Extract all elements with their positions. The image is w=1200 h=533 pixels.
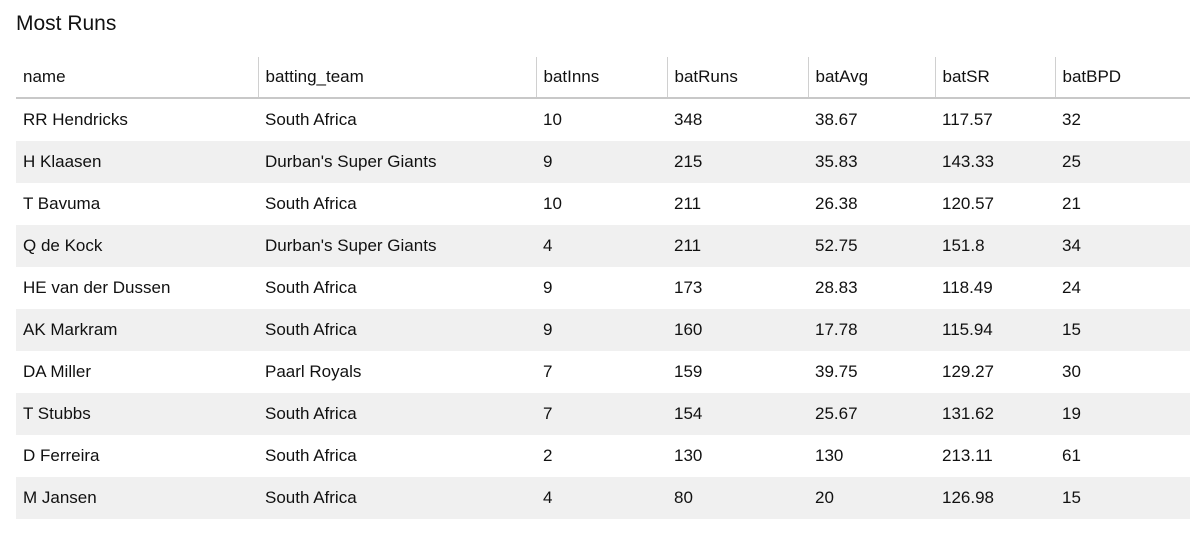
table-cell: 15 [1055, 309, 1190, 351]
table-cell: 9 [543, 278, 553, 297]
table-cell: Durban's Super Giants [258, 141, 536, 183]
table-cell: 10 [543, 110, 562, 129]
column-header: batting_team [257, 57, 536, 99]
table-cell: 25.67 [808, 393, 935, 435]
column-header: batRuns [666, 57, 808, 99]
table-cell: H Klaasen [16, 141, 258, 183]
table-cell: 20 [808, 477, 935, 519]
table-cell: 7 [543, 362, 553, 381]
table-cell: 34 [1055, 225, 1190, 267]
table-row: HE van der Dussen South Africa 9 173 28.83 11… [16, 267, 1190, 309]
column-header: batInns [535, 57, 667, 99]
table-cell: 159 [674, 362, 703, 381]
table-cell: 211 [667, 225, 808, 267]
table-body: RR Hendricks South Africa 10 348 38.67 117.57… [16, 98, 1190, 519]
table-row: T Bavuma South Africa 10 211 26.38 120.57 21 [16, 183, 1190, 225]
table-cell: 15 [1055, 477, 1190, 519]
table-cell: 9 [536, 309, 667, 351]
table-cell: South Africa [265, 110, 357, 129]
column-header: batBPD [1054, 57, 1190, 99]
table-cell: 160 [667, 309, 808, 351]
table-cell: 2 [543, 446, 553, 465]
table-cell: 173 [674, 278, 703, 297]
table-row: M Jansen South Africa 4 80 20 126.98 15 [16, 477, 1190, 519]
table-cell: South Africa [258, 477, 536, 519]
table-cell: Paarl Royals [265, 362, 362, 381]
header-row: name batting_team batInns batRuns batAvg batS… [16, 57, 1190, 99]
table-cell: 30 [1062, 362, 1081, 381]
table-row: T Stubbs South Africa 7 154 25.67 131.62 19 [16, 393, 1190, 435]
table-header: name batting_team batInns batRuns batAvg batS… [16, 57, 1190, 99]
table-cell: 80 [667, 477, 808, 519]
table-cell: 35.83 [808, 141, 935, 183]
table-row: H Klaasen Durban's Super Giants 9 215 35.83 1… [16, 141, 1190, 183]
table-cell: 32 [1062, 110, 1081, 129]
table-cell: HE van der Dussen [23, 278, 171, 297]
table-cell: 129.27 [942, 362, 994, 381]
table-cell: 17.78 [808, 309, 935, 351]
table-cell: 21 [1062, 194, 1081, 213]
table-cell: 38.67 [815, 110, 858, 129]
table-row: AK Markram South Africa 9 160 17.78 115.94 15 [16, 309, 1190, 351]
data-table: name batting_team batInns batRuns batAvg batS… [16, 57, 1190, 519]
table-cell: AK Markram [16, 309, 258, 351]
table-cell: 4 [536, 225, 667, 267]
table-title: Most Runs [16, 12, 117, 35]
table-row: Q de Kock Durban's Super Giants 4 211 52.75 1… [16, 225, 1190, 267]
table-cell: South Africa [265, 194, 357, 213]
table-cell: 19 [1055, 393, 1190, 435]
table-cell: South Africa [258, 309, 536, 351]
table-cell: 143.33 [935, 141, 1055, 183]
table-cell: 213.11 [942, 446, 993, 465]
table-cell: South Africa [265, 446, 357, 465]
table-cell: T Bavuma [23, 194, 101, 213]
table-cell: 115.94 [935, 309, 1055, 351]
column-header: batAvg [807, 57, 935, 99]
table-cell: 151.8 [935, 225, 1055, 267]
table-cell: M Jansen [16, 477, 258, 519]
table-cell: D Ferreira [23, 446, 100, 465]
table-cell: 61 [1062, 446, 1081, 465]
table-cell: 117.57 [942, 110, 993, 129]
table-cell: 24 [1062, 278, 1081, 297]
table-cell: 52.75 [808, 225, 935, 267]
table-cell: 118.49 [942, 278, 993, 297]
table-cell: Durban's Super Giants [258, 225, 536, 267]
column-header: batSR [934, 57, 1055, 99]
table-cell: 154 [667, 393, 808, 435]
table-cell: T Stubbs [16, 393, 258, 435]
table-cell: 9 [536, 141, 667, 183]
table-cell: 120.57 [942, 194, 994, 213]
table-cell: 7 [536, 393, 667, 435]
table-cell: RR Hendricks [23, 110, 128, 129]
column-header: name [16, 57, 258, 99]
table-row: RR Hendricks South Africa 10 348 38.67 117.57… [16, 98, 1190, 141]
table-cell: 130 [674, 446, 703, 465]
table-row: D Ferreira South Africa 2 130 130 213.11 61 [16, 435, 1190, 477]
table-cell: 211 [674, 194, 702, 213]
table-cell: 126.98 [935, 477, 1055, 519]
table-cell: Q de Kock [16, 225, 258, 267]
table-cell: 10 [543, 194, 562, 213]
table-cell: South Africa [258, 393, 536, 435]
table-cell: 25 [1055, 141, 1190, 183]
table-row: DA Miller Paarl Royals 7 159 39.75 129.27 30 [16, 351, 1190, 393]
table-cell: 26.38 [815, 194, 858, 213]
table-cell: DA Miller [23, 362, 92, 381]
table-cell: 4 [536, 477, 667, 519]
table-cell: 215 [667, 141, 808, 183]
table-cell: 348 [674, 110, 703, 129]
table-cell: 131.62 [935, 393, 1055, 435]
table-cell: 39.75 [815, 362, 858, 381]
table-cell: 130 [815, 446, 844, 465]
table-cell: South Africa [265, 278, 357, 297]
table-cell: 28.83 [815, 278, 858, 297]
